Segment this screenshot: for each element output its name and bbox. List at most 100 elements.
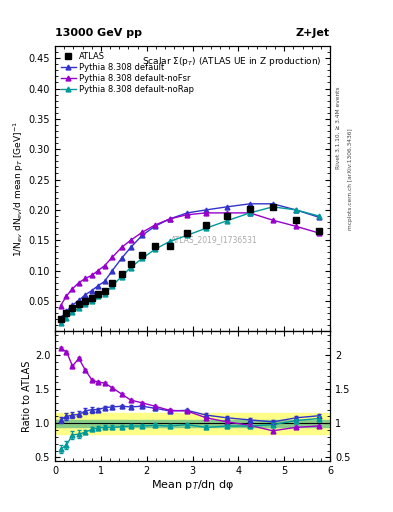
Pythia 8.308 default [70,302,75,308]
Pythia 8.308 default-noFsr [204,210,209,216]
ATLAS [293,217,298,223]
Text: mcplots.cern.ch [arXiv:1306.3436]: mcplots.cern.ch [arXiv:1306.3436] [348,129,353,230]
X-axis label: Mean p$_{T}$/dη dφ: Mean p$_{T}$/dη dφ [151,478,234,493]
Pythia 8.308 default-noRap [64,315,69,321]
Pythia 8.308 default-noRap [102,290,107,296]
Legend: ATLAS, Pythia 8.308 default, Pythia 8.308 default-noFsr, Pythia 8.308 default-no: ATLAS, Pythia 8.308 default, Pythia 8.30… [59,50,196,96]
Pythia 8.308 default [316,214,321,220]
Pythia 8.308 default-noFsr [58,303,63,309]
Text: ATLAS_2019_I1736531: ATLAS_2019_I1736531 [171,236,258,244]
ATLAS [119,270,124,276]
ATLAS [248,206,252,212]
Pythia 8.308 default-noFsr [129,237,133,243]
Pythia 8.308 default-noFsr [248,210,252,216]
ATLAS [270,204,275,210]
Pythia 8.308 default [185,210,189,216]
ATLAS [96,290,101,296]
Pythia 8.308 default-noRap [110,283,115,289]
ATLAS [77,301,81,307]
Pythia 8.308 default-noFsr [119,244,124,250]
Y-axis label: Ratio to ATLAS: Ratio to ATLAS [22,360,32,432]
Pythia 8.308 default-noFsr [270,217,275,223]
Pythia 8.308 default-noRap [119,273,124,280]
Pythia 8.308 default [119,255,124,262]
Text: Z+Jet: Z+Jet [296,28,330,38]
Pythia 8.308 default [293,207,298,213]
ATLAS [102,288,107,294]
Pythia 8.308 default [167,216,172,222]
Pythia 8.308 default-noFsr [77,280,81,286]
Pythia 8.308 default-noRap [225,218,230,224]
ATLAS [225,213,230,219]
Pythia 8.308 default-noRap [270,204,275,210]
ATLAS [89,295,94,301]
Pythia 8.308 default [83,292,88,298]
Pythia 8.308 default [64,308,69,314]
ATLAS [58,316,63,322]
Pythia 8.308 default-noFsr [83,275,88,282]
Pythia 8.308 default-noFsr [96,267,101,273]
Pythia 8.308 default-noRap [152,246,157,252]
ATLAS [152,243,157,249]
Text: Scalar Σ(p$_{T}$) (ATLAS UE in Z production): Scalar Σ(p$_{T}$) (ATLAS UE in Z product… [142,55,322,68]
Bar [55,413,330,434]
ATLAS [140,252,145,259]
Pythia 8.308 default-noFsr [293,223,298,229]
Pythia 8.308 default-noFsr [140,229,145,236]
Pythia 8.308 default [204,207,209,213]
Pythia 8.308 default-noFsr [167,216,172,222]
Pythia 8.308 default-noRap [293,207,298,213]
Text: 13000 GeV pp: 13000 GeV pp [55,28,142,38]
Pythia 8.308 default [129,244,133,250]
Line: Pythia 8.308 default-noRap: Pythia 8.308 default-noRap [58,204,321,326]
Pythia 8.308 default [89,287,94,293]
Y-axis label: 1/N$_{ev}$ dN$_{ev}$/d mean p$_{T}$ [GeV]$^{-1}$: 1/N$_{ev}$ dN$_{ev}$/d mean p$_{T}$ [GeV… [11,121,26,257]
Pythia 8.308 default [102,279,107,285]
Text: Rivet 3.1.10, ≥ 3.4M events: Rivet 3.1.10, ≥ 3.4M events [336,87,341,169]
Pythia 8.308 default-noRap [167,239,172,245]
Pythia 8.308 default-noRap [129,264,133,270]
Pythia 8.308 default [96,283,101,289]
Pythia 8.308 default-noRap [83,301,88,307]
Pythia 8.308 default [140,232,145,239]
Pythia 8.308 default-noFsr [89,272,94,279]
Pythia 8.308 default [110,267,115,273]
ATLAS [83,298,88,304]
Pythia 8.308 default-noRap [248,210,252,216]
Pythia 8.308 default [152,223,157,229]
Pythia 8.308 default-noRap [70,309,75,315]
Pythia 8.308 default-noRap [96,293,101,299]
ATLAS [64,310,69,316]
Pythia 8.308 default [270,201,275,207]
Pythia 8.308 default-noFsr [110,254,115,260]
Pythia 8.308 default-noFsr [185,211,189,218]
ATLAS [110,280,115,286]
Pythia 8.308 default-noFsr [152,222,157,228]
ATLAS [204,222,209,228]
Pythia 8.308 default-noRap [316,213,321,219]
Pythia 8.308 default-noFsr [225,210,230,216]
Pythia 8.308 default-noFsr [102,263,107,269]
ATLAS [185,230,189,236]
Pythia 8.308 default-noRap [77,305,81,311]
Pythia 8.308 default-noFsr [70,286,75,292]
Pythia 8.308 default-noFsr [316,230,321,236]
ATLAS [316,228,321,234]
Line: Pythia 8.308 default-noFsr: Pythia 8.308 default-noFsr [58,210,321,308]
Pythia 8.308 default-noRap [58,320,63,326]
ATLAS [167,243,172,249]
Pythia 8.308 default-noRap [140,255,145,262]
Pythia 8.308 default-noFsr [64,293,69,299]
Pythia 8.308 default [58,315,63,322]
Pythia 8.308 default [77,297,81,303]
Pythia 8.308 default-noRap [185,232,189,239]
Pythia 8.308 default-noRap [89,298,94,304]
Pythia 8.308 default [248,201,252,207]
ATLAS [70,305,75,311]
Line: ATLAS: ATLAS [58,204,321,322]
ATLAS [129,262,133,268]
Line: Pythia 8.308 default: Pythia 8.308 default [58,201,321,321]
Pythia 8.308 default [225,204,230,210]
Bar [55,420,330,426]
Pythia 8.308 default-noRap [204,225,209,231]
